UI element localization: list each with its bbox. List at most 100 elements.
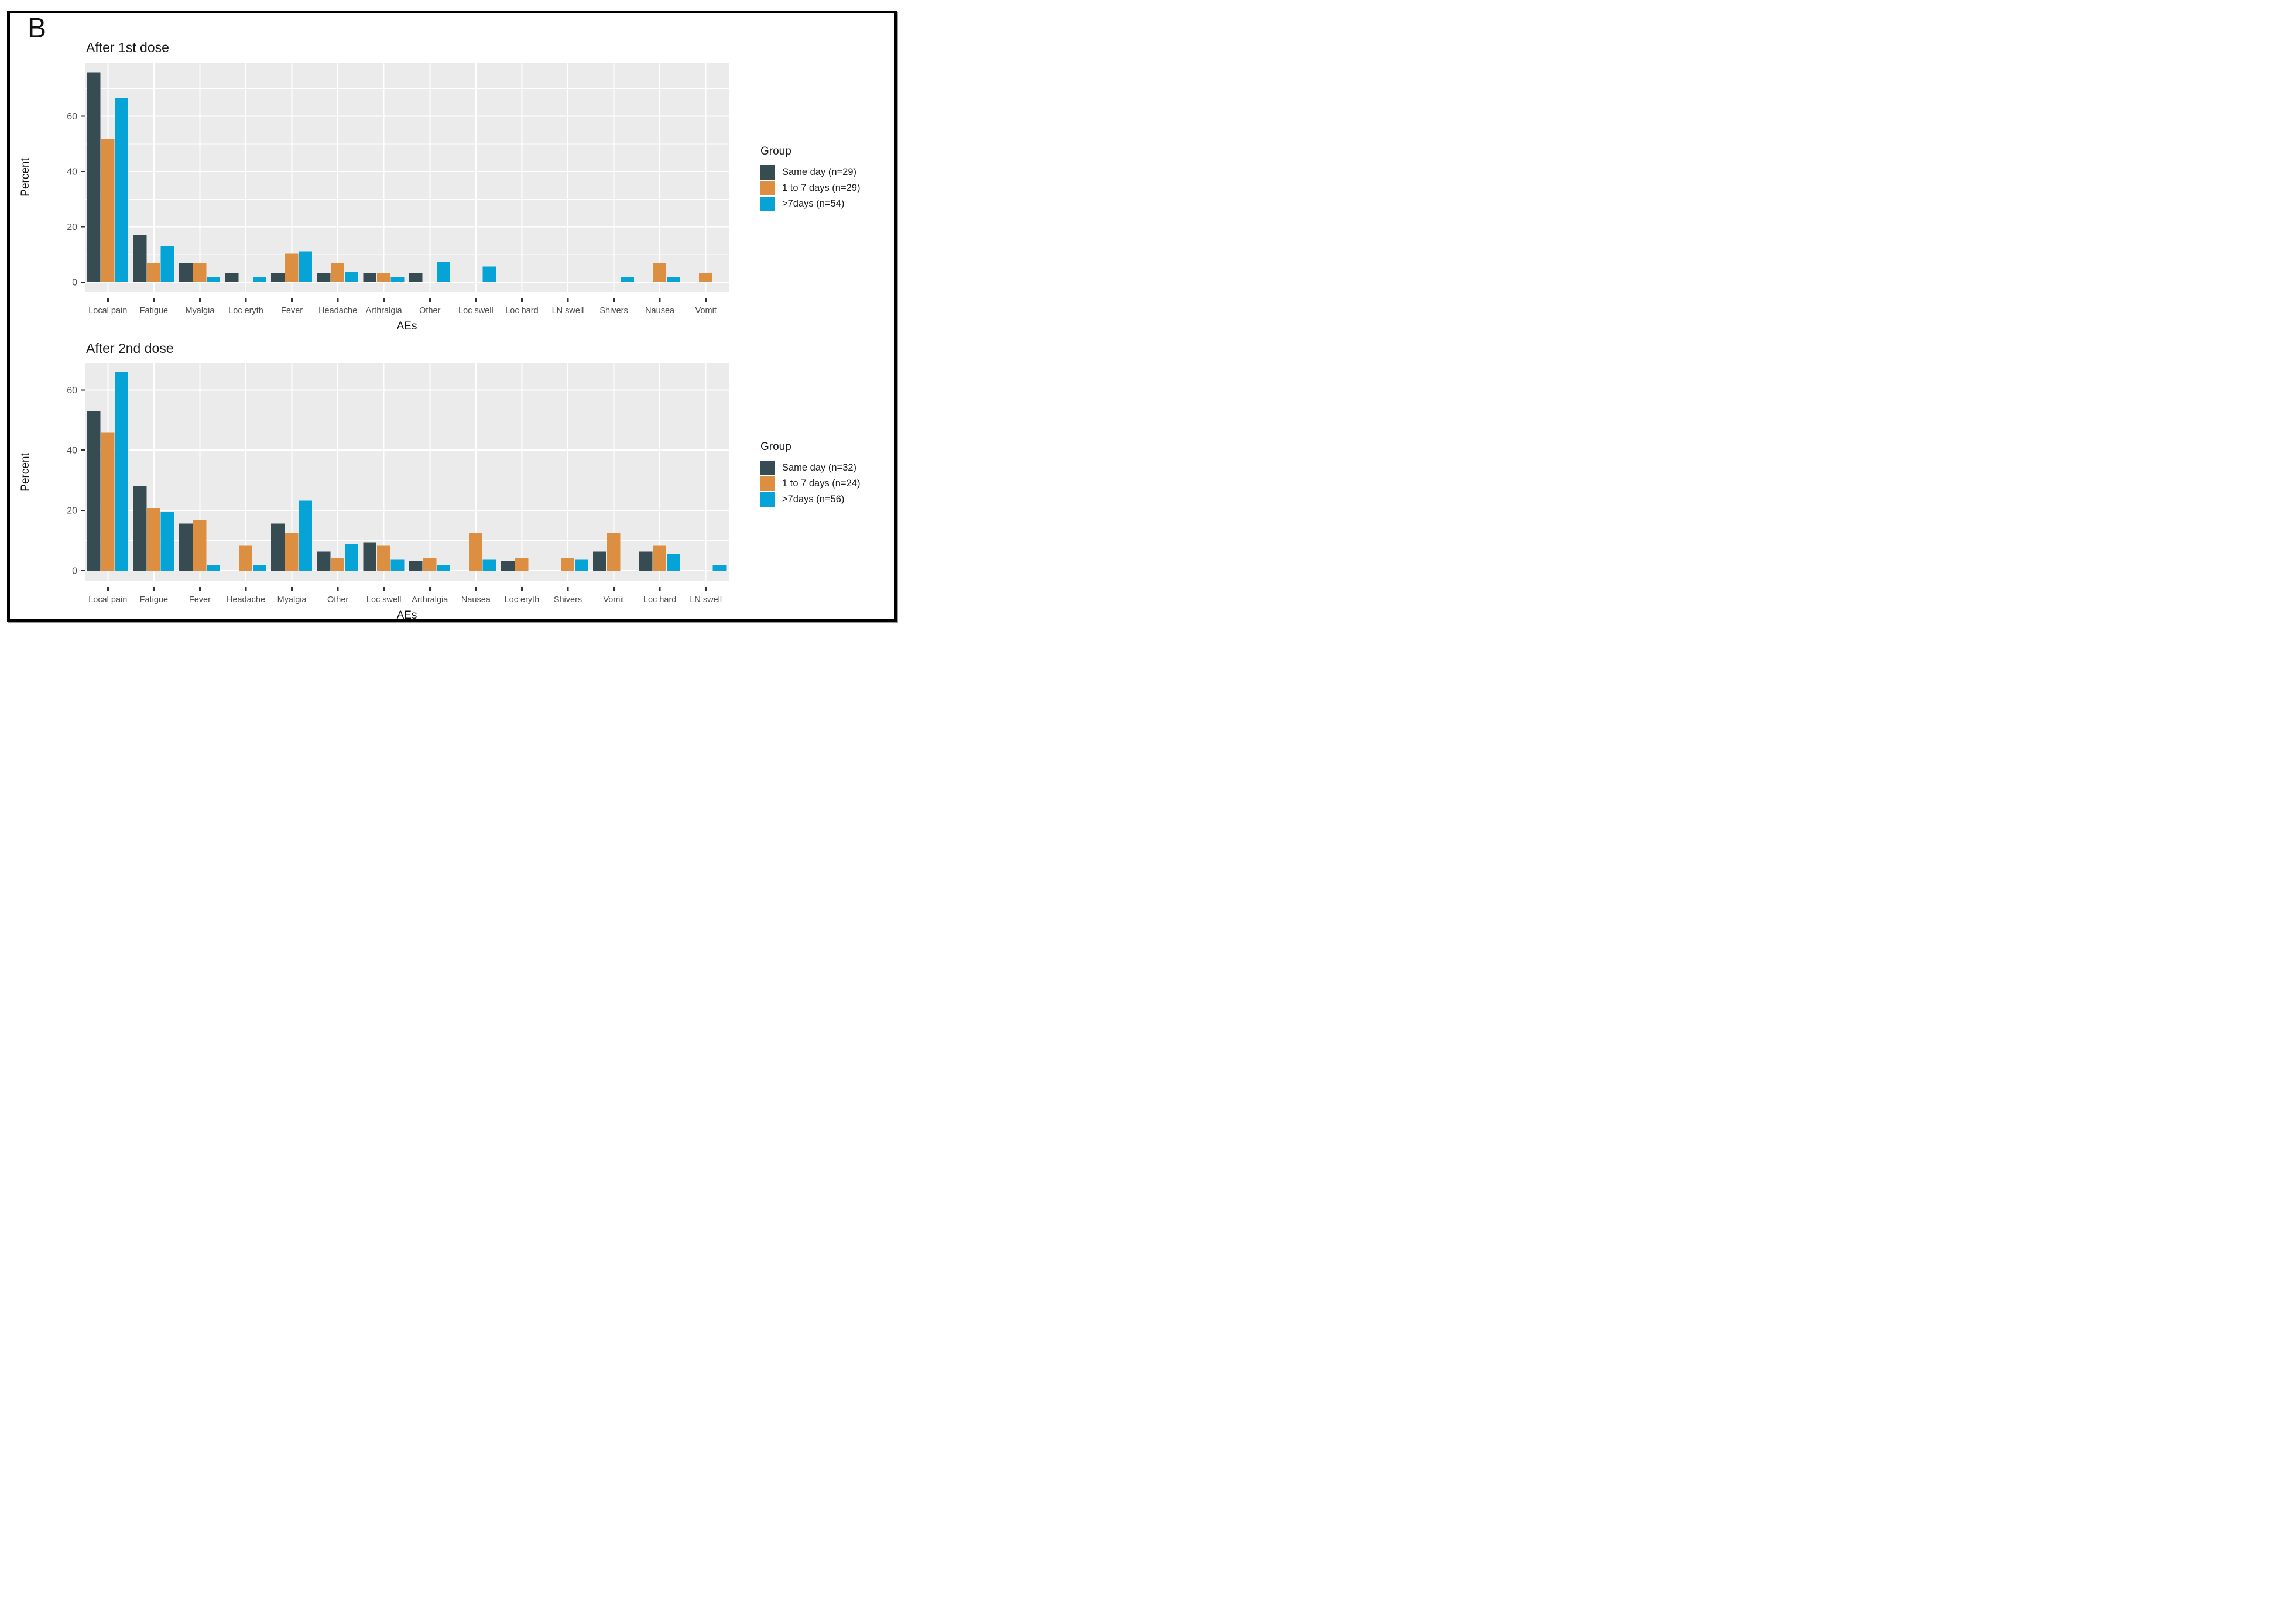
y-tick-label: 40: [67, 446, 77, 456]
bar-fever: [207, 565, 220, 571]
bar-headache: [344, 272, 358, 282]
bar-chart-after-2nd-dose: After 2nd dose 0 20 40 60 Local pain Fatigue Fe…: [19, 341, 729, 622]
x-axis-title: AEs: [397, 609, 417, 622]
legend-label-gt-7-days: >7days (n=54): [782, 198, 845, 209]
bar-fever: [271, 272, 285, 282]
bar-myalgia: [207, 277, 220, 282]
bar-loc-eryth: [252, 277, 266, 282]
bar-fatigue: [160, 246, 174, 282]
legend-title: Group: [760, 440, 791, 453]
bar-other: [331, 558, 345, 571]
y-tick-label: 60: [67, 386, 77, 396]
bar-fever: [193, 520, 207, 571]
bar-headache: [239, 545, 252, 571]
legend-key-1-to-7-days: [760, 180, 775, 195]
legend-after-2nd-dose: Group Same day (n=32) 1 to 7 days (n=24)…: [760, 441, 895, 508]
legend-key-same-day: [760, 164, 775, 180]
legend-key-1-to-7-days: [760, 476, 775, 491]
bar-shivers: [621, 277, 635, 282]
panel-title: After 1st dose: [86, 40, 169, 55]
panel-letter: B: [28, 13, 47, 44]
bar-arthralgia: [409, 561, 423, 571]
bar-vomit: [606, 533, 621, 571]
bar-local-pain: [115, 371, 128, 571]
legend-after-1st-dose: Group Same day (n=29) 1 to 7 days (n=29)…: [760, 145, 895, 212]
x-tick-label: Fever: [189, 595, 211, 605]
x-tick-label: Loc swell: [458, 306, 494, 315]
bar-arthralgia: [376, 272, 390, 282]
bar-loc-swell: [363, 542, 377, 571]
legend-title: Group: [760, 145, 791, 157]
bar-nausea: [653, 263, 667, 282]
bar-local-pain: [101, 432, 115, 571]
row-after-2nd-dose: After 2nd dose 0 20 40 60 Local pain Fatigue Fe…: [15, 338, 894, 624]
y-tick-label: 0: [72, 277, 77, 287]
bar-fever: [285, 253, 299, 282]
bar-shivers: [574, 559, 588, 571]
bar-myalgia: [271, 523, 285, 571]
legend-label-1-to-7-days: 1 to 7 days (n=24): [782, 478, 861, 489]
legend-label-gt-7-days: >7days (n=56): [782, 493, 845, 504]
bar-arthralgia: [437, 565, 450, 571]
bar-arthralgia: [423, 558, 437, 571]
y-tick-label: 20: [67, 506, 77, 516]
bar-loc-hard: [653, 545, 667, 571]
bar-headache: [317, 272, 331, 282]
x-tick-label: Nausea: [461, 595, 491, 605]
x-tick-label: LN swell: [690, 595, 722, 605]
x-tick-label: Loc hard: [643, 595, 676, 605]
legend-item-gt-7-days: >7days (n=54): [760, 196, 895, 211]
bar-myalgia: [299, 500, 313, 571]
bar-vomit: [698, 272, 712, 282]
bar-loc-hard: [639, 551, 653, 571]
legend-item-1-to-7-days: 1 to 7 days (n=24): [760, 476, 895, 491]
bar-loc-eryth: [501, 561, 515, 571]
legend-label-1-to-7-days: 1 to 7 days (n=29): [782, 182, 861, 193]
bar-fatigue: [160, 512, 174, 571]
x-tick-label: Arthralgia: [412, 595, 448, 605]
figure-canvas: B After 1st dose 0 20 40 60 Local pain Fatigue…: [0, 0, 904, 631]
legend-item-same-day: Same day (n=32): [760, 460, 895, 475]
bar-fever: [299, 251, 313, 282]
legend-label-same-day: Same day (n=32): [782, 462, 857, 473]
row-after-1st-dose: After 1st dose 0 20 40 60 Local pain Fatigue My…: [15, 37, 894, 334]
x-tick-label: Vomit: [603, 595, 624, 605]
bar-myalgia: [285, 533, 299, 571]
y-tick-label: 0: [72, 566, 77, 576]
x-tick-label: Fever: [281, 306, 303, 315]
x-tick-label: Nausea: [645, 306, 675, 315]
x-tick-label: Vomit: [695, 306, 717, 315]
bar-arthralgia: [390, 277, 405, 282]
x-tick-label: Arthralgia: [366, 306, 403, 315]
legend-label-same-day: Same day (n=29): [782, 166, 857, 177]
bar-local-pain: [101, 139, 115, 282]
x-tick-label: Myalgia: [185, 306, 215, 315]
bar-local-pain: [115, 97, 128, 282]
bar-myalgia: [193, 263, 207, 282]
x-tick-label: Other: [419, 306, 440, 315]
bar-other: [437, 262, 450, 282]
x-tick-label: Shivers: [599, 306, 628, 315]
bar-nausea: [666, 277, 680, 282]
bar-loc-eryth: [515, 558, 529, 571]
bar-local-pain: [87, 72, 101, 282]
bar-other: [344, 544, 358, 571]
bar-nausea: [469, 533, 482, 571]
legend-item-1-to-7-days: 1 to 7 days (n=29): [760, 180, 895, 195]
x-axis-title: AEs: [397, 320, 417, 332]
bar-loc-swell: [390, 559, 405, 571]
y-axis-title: Percent: [19, 158, 32, 197]
y-tick-label: 20: [67, 222, 77, 232]
x-tick-label: Shivers: [554, 595, 582, 605]
bar-fatigue: [147, 507, 160, 571]
legend-key-gt-7-days: [760, 492, 775, 507]
panel-title: After 2nd dose: [86, 341, 174, 356]
bar-loc-hard: [666, 554, 680, 571]
bar-other: [317, 551, 331, 571]
bar-headache: [331, 263, 345, 282]
legend-key-gt-7-days: [760, 196, 775, 211]
bar-shivers: [561, 558, 574, 571]
panel-background: [85, 63, 729, 292]
bar-chart-after-1st-dose: After 1st dose 0 20 40 60 Local pain Fatigue My…: [19, 40, 729, 332]
bar-myalgia: [179, 263, 193, 282]
